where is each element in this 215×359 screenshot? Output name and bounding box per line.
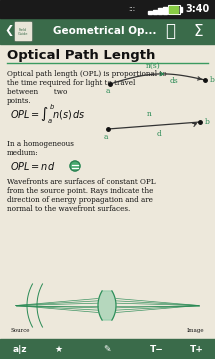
Text: Field
Guide: Field Guide — [18, 28, 28, 36]
Text: ★: ★ — [54, 345, 62, 354]
Text: ✎: ✎ — [103, 345, 111, 354]
Text: from the source point. Rays indicate the: from the source point. Rays indicate the — [7, 187, 153, 195]
Text: a: a — [106, 87, 110, 95]
Text: the time required for light to travel: the time required for light to travel — [7, 79, 135, 87]
Text: In a homogeneous: In a homogeneous — [7, 140, 74, 148]
Bar — [0, 18, 215, 44]
Bar — [0, 44, 215, 339]
Text: T+: T+ — [190, 345, 204, 354]
Text: a|z: a|z — [13, 345, 27, 354]
Text: between       two: between two — [7, 88, 67, 96]
Bar — [148, 11, 152, 14]
Bar — [0, 0, 215, 18]
Circle shape — [70, 161, 80, 171]
Text: normal to the wavefront surfaces.: normal to the wavefront surfaces. — [7, 205, 130, 213]
Bar — [153, 10, 157, 14]
Text: Image: Image — [186, 328, 204, 333]
Text: a: a — [104, 133, 108, 141]
Text: b: b — [210, 76, 215, 84]
Text: b: b — [205, 118, 210, 126]
Text: n: n — [147, 111, 151, 118]
Text: ⌕: ⌕ — [165, 22, 175, 40]
Polygon shape — [98, 291, 116, 320]
Text: Optical path length (OPL) is proportional to: Optical path length (OPL) is proportiona… — [7, 70, 167, 78]
Bar — [163, 7, 166, 14]
Text: 3:40: 3:40 — [186, 4, 210, 14]
Bar — [14, 21, 32, 41]
Bar — [168, 5, 180, 14]
Text: direction of energy propagation and are: direction of energy propagation and are — [7, 196, 153, 204]
Text: ds: ds — [169, 77, 178, 85]
Bar — [169, 6, 178, 13]
Bar — [180, 7, 181, 12]
Text: medium:: medium: — [7, 149, 39, 157]
Text: $OPL = \int_a^b\! n(s)\,ds$: $OPL = \int_a^b\! n(s)\,ds$ — [10, 102, 86, 126]
Text: $OPL = nd$: $OPL = nd$ — [10, 160, 55, 172]
Text: n(s): n(s) — [146, 61, 160, 69]
Text: Geometrical Op...: Geometrical Op... — [53, 26, 157, 36]
Text: T−: T− — [150, 345, 164, 354]
Text: d: d — [157, 130, 161, 137]
Bar — [158, 8, 161, 14]
Text: Σ: Σ — [193, 23, 203, 38]
Bar — [0, 339, 215, 359]
Text: points.: points. — [7, 97, 32, 105]
Text: Source: Source — [10, 328, 30, 333]
Text: :::: ::: — [128, 6, 136, 12]
Text: Optical Path Length: Optical Path Length — [7, 50, 155, 62]
Text: Wavefronts are surfaces of constant OPL: Wavefronts are surfaces of constant OPL — [7, 178, 156, 186]
Text: ❮: ❮ — [4, 25, 13, 37]
Bar — [15, 22, 31, 40]
